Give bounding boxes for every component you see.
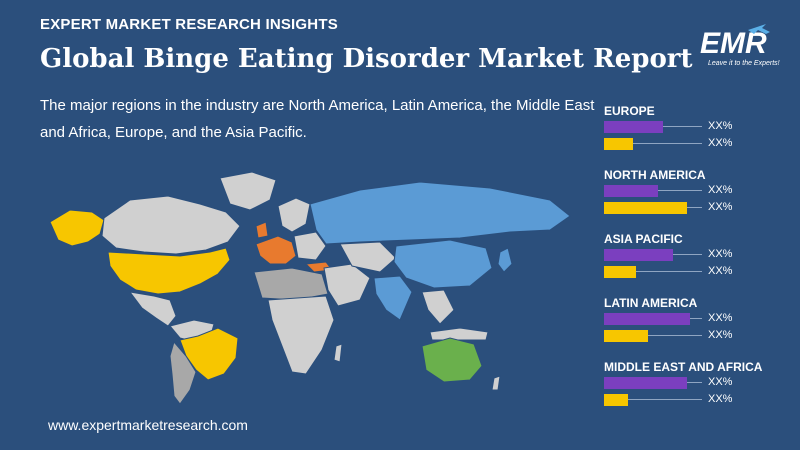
bar-value-label: XX% xyxy=(708,329,733,341)
bar-row: XX% xyxy=(604,312,794,325)
bar-row: XX% xyxy=(604,120,794,133)
bar-value-label: XX% xyxy=(708,137,733,149)
map-europe-west xyxy=(255,235,297,265)
world-map xyxy=(49,171,571,405)
region-item: LATIN AMERICA XX% XX% xyxy=(604,296,794,360)
map-madagascar xyxy=(333,343,343,363)
purple-bar xyxy=(604,313,690,325)
region-name: LATIN AMERICA xyxy=(604,296,698,310)
purple-bar xyxy=(604,185,658,197)
bar-value-label: XX% xyxy=(708,201,733,213)
map-russia xyxy=(309,181,571,245)
region-name: EUROPE xyxy=(604,104,655,118)
yellow-bar xyxy=(604,330,648,342)
map-canada xyxy=(101,195,241,255)
bar-value-label: XX% xyxy=(708,312,733,324)
map-australia xyxy=(421,337,483,383)
map-greenland xyxy=(219,171,277,211)
yellow-bar xyxy=(604,202,687,214)
bar-value-label: XX% xyxy=(708,248,733,260)
emr-logo: EMR Leave it to the Experts! xyxy=(686,20,796,76)
bar-row: XX% xyxy=(604,201,794,214)
bar-value-label: XX% xyxy=(708,393,733,405)
intro-text: The major regions in the industry are No… xyxy=(40,97,595,141)
bar-value-label: XX% xyxy=(708,265,733,277)
bar-row: XX% xyxy=(604,376,794,389)
bar-row: XX% xyxy=(604,329,794,342)
map-brazil xyxy=(179,327,239,381)
purple-bar xyxy=(604,249,673,261)
bar-row: XX% xyxy=(604,248,794,261)
bar-value-label: XX% xyxy=(708,120,733,132)
bar-track xyxy=(604,335,702,336)
bar-value-label: XX% xyxy=(708,376,733,388)
region-item: ASIA PACIFIC XX% XX% xyxy=(604,232,794,296)
website-url: www.expertmarketresearch.com xyxy=(48,417,248,433)
bar-track xyxy=(604,143,702,144)
purple-bar xyxy=(604,121,663,133)
logo-brand-text: EMR xyxy=(700,27,767,60)
region-item: MIDDLE EAST AND AFRICA XX% XX% xyxy=(604,360,794,424)
map-central-asia xyxy=(339,241,397,273)
map-indonesia xyxy=(429,327,489,341)
map-southeast-asia xyxy=(421,289,455,325)
map-europe-east xyxy=(293,231,327,261)
bar-track xyxy=(604,399,702,400)
map-china xyxy=(393,239,493,289)
map-africa-north xyxy=(253,267,329,301)
map-usa xyxy=(107,247,231,295)
yellow-bar xyxy=(604,138,633,150)
page-title: Global Binge Eating Disorder Market Repo… xyxy=(40,44,693,74)
region-bars-legend: EUROPE XX% XX% NORTH AMERICA XX% XX% ASIA PACI… xyxy=(604,104,794,424)
map-alaska xyxy=(49,209,105,247)
region-item: EUROPE XX% XX% xyxy=(604,104,794,168)
map-new-zealand xyxy=(491,375,501,391)
map-japan xyxy=(497,247,513,273)
bar-row: XX% xyxy=(604,184,794,197)
logo-tagline: Leave it to the Experts! xyxy=(708,60,780,67)
map-scandinavia xyxy=(277,197,311,233)
map-mexico xyxy=(128,291,177,327)
map-south-america-south xyxy=(169,340,197,405)
bar-value-label: XX% xyxy=(708,184,733,196)
map-uk xyxy=(255,221,269,239)
region-item: NORTH AMERICA XX% XX% xyxy=(604,168,794,232)
map-africa-south xyxy=(267,295,335,375)
yellow-bar xyxy=(604,266,636,278)
region-name: MIDDLE EAST AND AFRICA xyxy=(604,360,763,374)
logo-arrow-icon xyxy=(748,24,770,34)
bar-row: XX% xyxy=(604,393,794,406)
bar-row: XX% xyxy=(604,265,794,278)
region-name: NORTH AMERICA xyxy=(604,168,706,182)
purple-bar xyxy=(604,377,687,389)
bar-row: XX% xyxy=(604,137,794,150)
kicker-text: EXPERT MARKET RESEARCH INSIGHTS xyxy=(40,16,338,33)
map-india xyxy=(373,275,413,321)
yellow-bar xyxy=(604,394,628,406)
emr-logo-mark: EMR xyxy=(700,24,770,60)
bar-track xyxy=(604,271,702,272)
region-name: ASIA PACIFIC xyxy=(604,232,683,246)
map-middle-east xyxy=(323,263,371,307)
